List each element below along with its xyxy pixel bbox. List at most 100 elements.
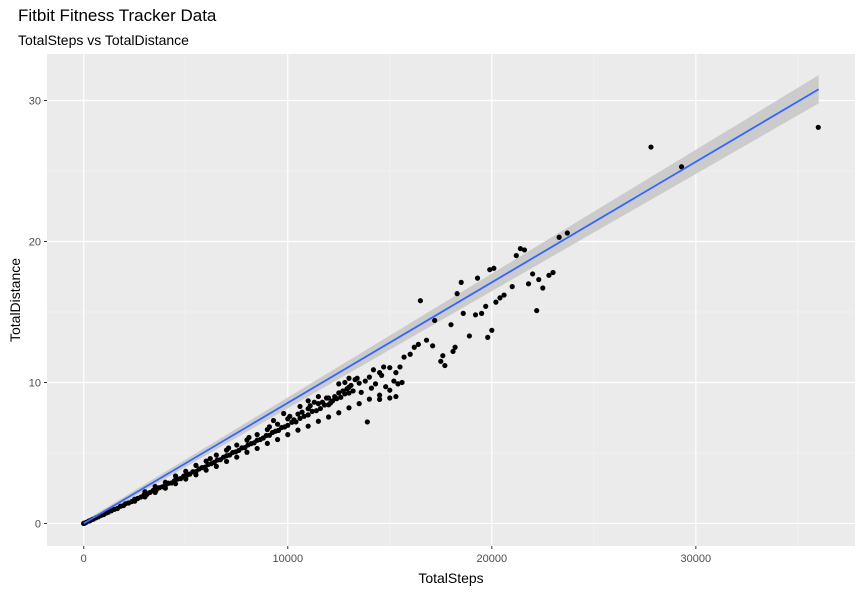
data-point (387, 395, 393, 401)
data-point (376, 392, 383, 398)
data-point (489, 327, 495, 333)
data-point (313, 408, 319, 414)
data-point (491, 265, 497, 271)
data-point (372, 381, 379, 387)
data-point (162, 479, 168, 485)
data-point (525, 281, 532, 287)
data-point (460, 310, 466, 316)
data-point (366, 374, 372, 380)
data-point (383, 384, 389, 390)
regression-line (83, 88, 820, 525)
data-point (391, 378, 397, 384)
data-point (381, 364, 387, 370)
y-tick-label: 20 (29, 236, 41, 248)
x-tick-label: 30000 (681, 553, 712, 565)
data-point (305, 412, 311, 418)
chart-title: Fitbit Fitness Tracker Data (18, 6, 217, 25)
data-point (501, 292, 507, 298)
data-point (678, 164, 685, 170)
data-point (305, 398, 311, 404)
data-point (485, 334, 491, 340)
x-tick-label: 20000 (477, 553, 508, 565)
data-point (301, 413, 307, 419)
y-axis-title: TotalDistance (7, 258, 23, 342)
data-point (246, 434, 252, 441)
data-point (203, 458, 209, 464)
y-tick-label: 0 (35, 518, 41, 530)
data-point (336, 410, 342, 416)
data-point (325, 414, 332, 420)
data-point (172, 481, 179, 487)
data-point (387, 387, 393, 393)
x-tick-label: 10000 (272, 553, 303, 565)
data-point (315, 401, 321, 407)
data-point (309, 408, 315, 414)
data-point (395, 381, 401, 387)
data-point (472, 312, 479, 318)
data-point (376, 396, 383, 402)
data-point (315, 393, 321, 400)
data-point (415, 341, 421, 348)
data-point (546, 272, 552, 278)
data-point (550, 269, 556, 276)
data-point (328, 400, 334, 406)
data-point (474, 275, 481, 281)
data-point (346, 375, 352, 381)
data-point (336, 390, 342, 396)
data-point (536, 276, 542, 283)
data-point (348, 382, 354, 388)
data-point (364, 419, 370, 425)
data-point (234, 442, 240, 448)
data-point (285, 432, 291, 438)
data-point (305, 423, 311, 429)
y-axis-tick-labels: 0 10 20 30 (29, 96, 41, 531)
data-point (319, 399, 326, 405)
data-point (274, 436, 281, 443)
data-point (401, 354, 407, 360)
data-point (340, 388, 346, 394)
data-point (142, 489, 148, 495)
data-point (530, 271, 536, 277)
data-point (379, 372, 385, 379)
data-point (438, 358, 444, 364)
data-point (172, 473, 179, 479)
data-point (315, 418, 321, 424)
data-point (458, 279, 464, 285)
data-point (430, 343, 436, 349)
data-point (454, 291, 460, 297)
data-point (338, 394, 344, 400)
data-point (440, 353, 446, 359)
data-point (152, 483, 158, 490)
data-point (399, 379, 405, 386)
data-point (317, 405, 324, 412)
data-point (162, 485, 168, 491)
data-point (387, 365, 393, 371)
data-point (295, 411, 301, 417)
data-point (132, 498, 138, 504)
data-point (513, 252, 519, 259)
data-point (493, 299, 499, 305)
data-point (407, 351, 413, 357)
data-point (479, 310, 485, 316)
data-point (815, 124, 821, 130)
data-point (344, 386, 350, 392)
data-point (287, 413, 293, 419)
data-point (203, 467, 209, 473)
data-point (193, 472, 199, 478)
data-point (183, 476, 189, 482)
confidence-band (83, 75, 819, 526)
data-point (534, 307, 540, 314)
data-point (225, 445, 232, 451)
data-point (332, 393, 338, 400)
data-point (448, 322, 454, 328)
data-point (142, 494, 148, 500)
data-point (366, 396, 372, 402)
data-point (393, 393, 399, 400)
data-point (466, 333, 472, 339)
data-point (264, 440, 270, 446)
data-point (234, 454, 240, 460)
data-point (417, 298, 423, 304)
data-point (432, 317, 438, 324)
data-point (223, 458, 230, 465)
y-tick-label: 10 (29, 377, 41, 389)
